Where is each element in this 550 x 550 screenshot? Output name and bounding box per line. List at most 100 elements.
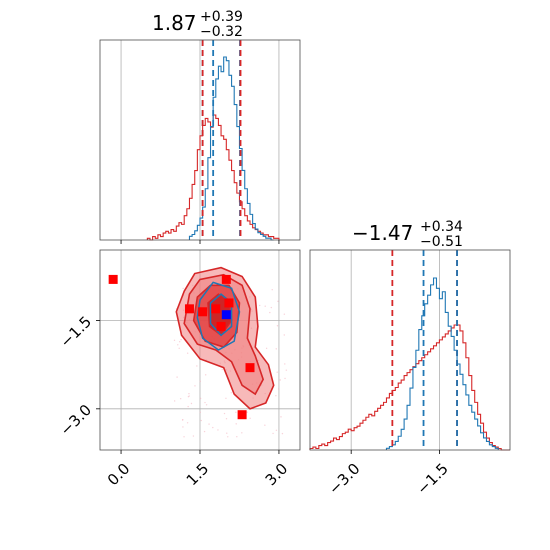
- joint-sample-point: [200, 419, 203, 422]
- joint-ytick-label-0: −1.5: [57, 313, 95, 351]
- param2-title-lower: −0.51: [420, 234, 463, 250]
- joint-sample-point: [182, 426, 184, 428]
- joint-marker-red-2: [198, 307, 208, 317]
- joint-marker-red-0: [108, 274, 118, 284]
- joint-sample-point: [205, 404, 208, 406]
- joint-sample-point: [235, 423, 237, 425]
- joint-sample-point: [177, 344, 179, 346]
- param2-xtick-label-1: −1.5: [413, 460, 451, 498]
- joint-sample-point: [225, 397, 227, 399]
- joint-sample-point: [264, 305, 266, 307]
- joint-sample-point: [283, 334, 285, 336]
- joint-sample-point: [188, 393, 190, 395]
- joint-sample-point: [204, 401, 206, 404]
- joint-sample-point: [225, 418, 228, 420]
- joint-sample-point: [208, 423, 210, 425]
- joint-marker-blue: [221, 310, 231, 320]
- joint-sample-point: [196, 365, 198, 367]
- param2-hist-blue: [385, 277, 499, 450]
- param1-title-upper: +0.39: [200, 9, 243, 25]
- joint-sample-point: [236, 435, 238, 438]
- joint-sample-point: [204, 374, 207, 376]
- joint-sample-point: [179, 398, 182, 400]
- joint-sample-point: [276, 371, 278, 373]
- joint-sample-point: [186, 352, 189, 354]
- joint-sample-point: [269, 311, 271, 314]
- joint-sample-point: [199, 380, 202, 383]
- joint-sample-point: [271, 289, 273, 291]
- joint-sample-point: [173, 400, 176, 402]
- joint-sample-point: [199, 411, 201, 414]
- joint-sample-point: [277, 388, 280, 390]
- joint-sample-point: [223, 412, 226, 415]
- joint-sample-point: [221, 368, 223, 371]
- joint-sample-point: [275, 348, 277, 350]
- joint-sample-point: [227, 436, 229, 438]
- joint-contour-blue-outer: [196, 281, 241, 351]
- joint-sample-point: [178, 347, 180, 350]
- joint-marker-red-5: [224, 298, 234, 308]
- joint-sample-point: [176, 376, 178, 378]
- joint-sample-point: [281, 432, 284, 435]
- joint-sample-point: [230, 392, 233, 394]
- param2-xtick-label-0: −3.0: [325, 460, 363, 498]
- param2-title-median: −1.47: [352, 221, 413, 245]
- joint-xtick-label-0: 0.0: [104, 460, 134, 490]
- joint-sample-point: [217, 429, 219, 431]
- joint-sample-point: [272, 432, 274, 435]
- joint-sample-point: [277, 300, 279, 303]
- joint-sample-point: [275, 394, 277, 397]
- joint-sample-point: [276, 325, 279, 327]
- joint-contour-panel: 0.0 1.5 3.0 −1.5 −3.0: [57, 249, 301, 490]
- param1-title-lower: −0.32: [200, 24, 243, 40]
- joint-sample-point: [212, 426, 214, 429]
- joint-sample-point: [284, 377, 286, 380]
- joint-sample-point: [178, 341, 181, 343]
- joint-marker-red-6: [221, 274, 231, 284]
- joint-sample-point: [280, 416, 282, 418]
- param2-histogram-panel: −3.0 −1.5 −1.47 +0.34 −0.51: [309, 219, 511, 498]
- joint-sample-point: [180, 338, 182, 341]
- joint-sample-point: [192, 435, 195, 437]
- joint-contour-blue-inner: [209, 293, 233, 337]
- joint-sample-point: [285, 369, 288, 371]
- joint-sample-point: [235, 411, 237, 414]
- joint-sample-point: [187, 405, 189, 408]
- joint-sample-point: [183, 436, 185, 438]
- joint-sample-point: [186, 422, 189, 424]
- joint-sample-point: [275, 429, 278, 431]
- joint-sample-point: [182, 287, 184, 290]
- joint-sample-point: [259, 304, 261, 307]
- joint-sample-point: [199, 397, 202, 400]
- joint-sample-point: [279, 379, 281, 381]
- joint-marker-red-7: [245, 363, 255, 373]
- joint-marker-red-4: [216, 321, 226, 331]
- joint-sample-point: [265, 347, 268, 350]
- joint-sample-point: [249, 417, 251, 419]
- joint-sample-point: [181, 419, 184, 421]
- joint-sample-point: [283, 313, 286, 315]
- joint-marker-red-1: [184, 304, 194, 314]
- joint-sample-point: [241, 432, 243, 434]
- param1-histogram-panel: 1.87 +0.39 −0.32: [99, 9, 301, 244]
- param2-hist-red: [309, 324, 510, 451]
- joint-sample-point: [203, 430, 206, 433]
- joint-xtick-label-2: 3.0: [262, 460, 292, 490]
- param2-axes-frame: [309, 249, 511, 451]
- joint-sample-point: [284, 363, 286, 365]
- joint-xtick-label-1: 1.5: [183, 460, 213, 490]
- joint-marker-red-8: [237, 410, 247, 420]
- joint-marker-red-3: [211, 304, 221, 314]
- joint-sample-point: [246, 411, 248, 413]
- joint-sample-point: [194, 385, 196, 387]
- joint-sample-point: [226, 432, 228, 434]
- joint-sample-point: [173, 339, 176, 342]
- param2-title-upper: +0.34: [420, 219, 463, 235]
- joint-sample-point: [264, 424, 266, 426]
- joint-sample-point: [188, 395, 190, 397]
- param1-title-median: 1.87: [152, 11, 197, 35]
- joint-sample-point: [270, 306, 273, 309]
- joint-ytick-label-1: −3.0: [57, 401, 95, 439]
- joint-sample-point: [190, 402, 193, 405]
